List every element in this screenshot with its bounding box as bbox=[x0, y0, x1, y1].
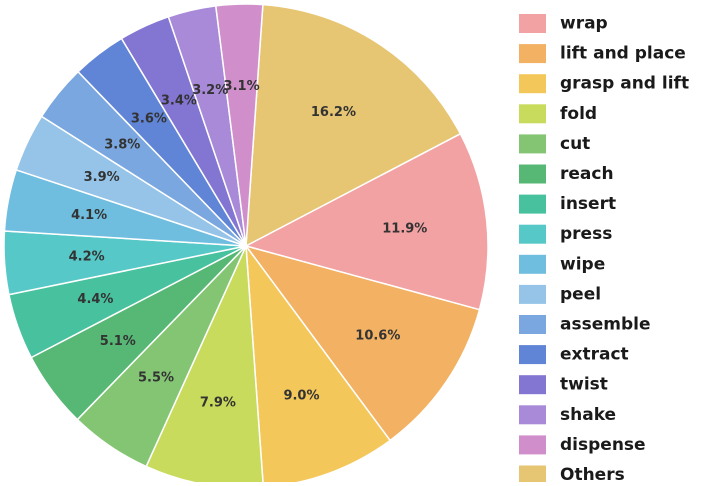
legend-swatch bbox=[519, 74, 546, 94]
legend-item-shake: shake bbox=[519, 405, 616, 425]
pie-slice-grasp-and-lift bbox=[245, 245, 391, 486]
legend-label: extract bbox=[560, 345, 629, 365]
slice-label-reach: 5.1% bbox=[100, 334, 136, 349]
legend-label: wipe bbox=[560, 254, 605, 274]
slice-label-twist: 3.4% bbox=[161, 94, 197, 109]
legend-label: grasp and lift bbox=[560, 74, 689, 94]
legend-swatch bbox=[519, 375, 546, 395]
legend-swatch bbox=[519, 134, 546, 154]
slice-label-assemble: 3.8% bbox=[104, 138, 140, 153]
legend-item-reach: reach bbox=[519, 164, 614, 184]
slice-label-insert: 4.4% bbox=[77, 292, 113, 307]
legend-label: insert bbox=[560, 194, 616, 214]
pie-slice-wrap bbox=[245, 133, 489, 311]
legend-swatch bbox=[519, 104, 546, 124]
legend-swatch bbox=[519, 194, 546, 214]
legend-item-lift-and-place: lift and place bbox=[519, 44, 686, 64]
legend-label: press bbox=[560, 224, 612, 244]
legend-item-assemble: assemble bbox=[519, 315, 650, 335]
slice-label-others: 16.2% bbox=[311, 105, 356, 120]
legend-item-cut: cut bbox=[519, 134, 590, 154]
legend-swatch bbox=[519, 44, 546, 64]
legend-item-others: Others bbox=[519, 465, 625, 485]
slice-label-extract: 3.6% bbox=[131, 112, 167, 127]
legend-item-press: press bbox=[519, 224, 612, 244]
slice-label-press: 4.2% bbox=[69, 250, 105, 265]
legend-swatch bbox=[519, 315, 546, 334]
legend-label: Others bbox=[560, 465, 625, 482]
slice-label-shake: 3.2% bbox=[192, 83, 228, 98]
legend-swatch bbox=[519, 14, 546, 33]
legend-swatch bbox=[519, 164, 546, 184]
legend-item-dispense: dispense bbox=[519, 435, 646, 455]
legend: wrap lift and place grasp and lift fold cut r… bbox=[519, 14, 689, 485]
slice-label-wrap: 11.9% bbox=[382, 221, 427, 236]
pie-slice-dispense bbox=[215, 3, 264, 247]
legend-item-extract: extract bbox=[519, 345, 629, 365]
slice-label-dispense: 3.1% bbox=[224, 79, 260, 94]
slice-label-peel: 3.9% bbox=[84, 170, 120, 185]
legend-item-fold: fold bbox=[519, 104, 597, 124]
legend-label: twist bbox=[560, 375, 608, 395]
legend-label: cut bbox=[560, 134, 590, 154]
pie-slice-labels: 16.2% 11.9% 10.6% 9.0% 7.9% 5.5% 5.1% 4.4% 4.2% 4… bbox=[69, 79, 428, 411]
slice-label-lift-and-place: 10.6% bbox=[355, 329, 400, 344]
legend-label: fold bbox=[560, 104, 597, 124]
legend-item-wrap: wrap bbox=[519, 14, 608, 34]
legend-label: peel bbox=[560, 284, 601, 304]
legend-swatch bbox=[519, 465, 546, 485]
legend-item-twist: twist bbox=[519, 375, 608, 395]
pie-slices bbox=[3, 3, 489, 486]
slice-label-fold: 7.9% bbox=[200, 396, 236, 411]
legend-swatch bbox=[519, 284, 546, 304]
legend-label: reach bbox=[560, 164, 614, 184]
legend-swatch bbox=[519, 224, 546, 244]
legend-item-wipe: wipe bbox=[519, 254, 605, 274]
legend-item-insert: insert bbox=[519, 194, 616, 214]
legend-swatch bbox=[519, 435, 546, 455]
legend-swatch bbox=[519, 254, 546, 274]
legend-label: wrap bbox=[560, 14, 608, 34]
legend-label: assemble bbox=[560, 315, 650, 335]
legend-swatch bbox=[519, 405, 546, 425]
legend-item-peel: peel bbox=[519, 284, 601, 304]
legend-item-grasp-and-lift: grasp and lift bbox=[519, 74, 689, 94]
legend-label: shake bbox=[560, 405, 616, 425]
slice-label-grasp-and-lift: 9.0% bbox=[283, 388, 319, 403]
pie-slice-others bbox=[245, 3, 462, 247]
pie-slice-lift-and-place bbox=[245, 245, 481, 442]
slice-label-wipe: 4.1% bbox=[71, 208, 107, 223]
slice-label-cut: 5.5% bbox=[138, 370, 174, 385]
legend-label: dispense bbox=[560, 435, 646, 455]
legend-swatch bbox=[519, 345, 546, 365]
legend-label: lift and place bbox=[560, 44, 686, 64]
